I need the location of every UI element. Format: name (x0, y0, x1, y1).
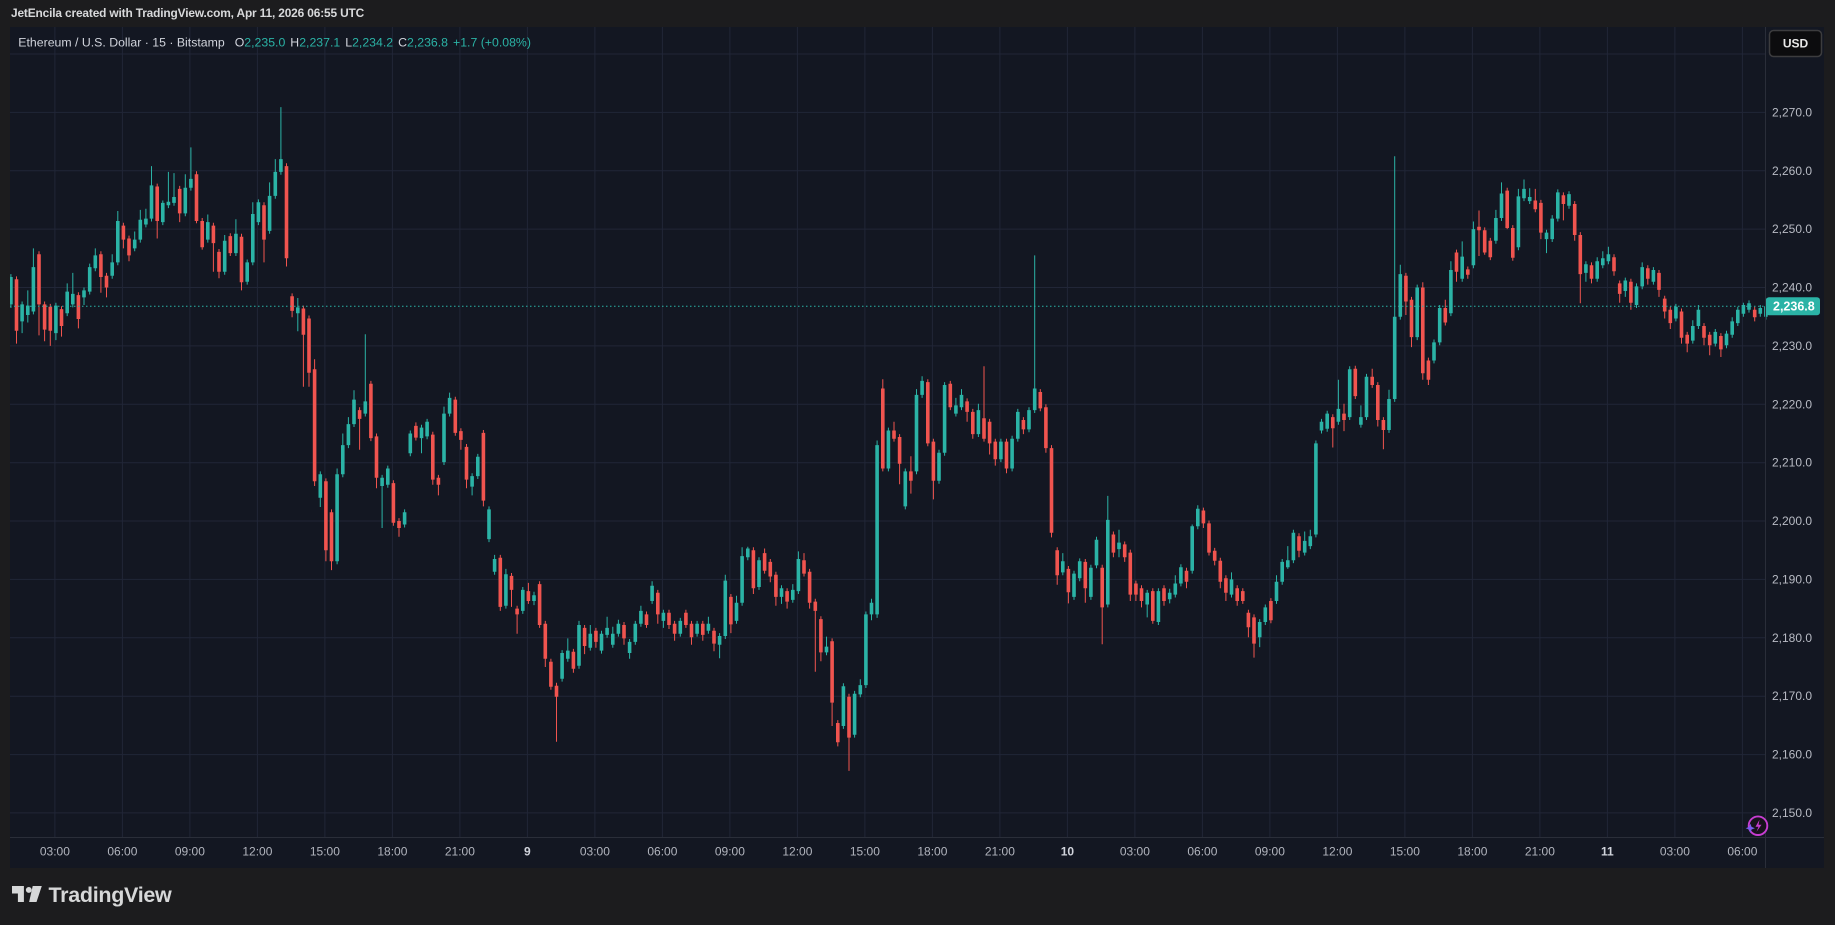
svg-text:2,270.0: 2,270.0 (1772, 105, 1812, 119)
svg-text:TradingView: TradingView (49, 886, 173, 907)
svg-text:2,240.0: 2,240.0 (1772, 281, 1812, 295)
svg-text:06:00: 06:00 (647, 845, 677, 859)
svg-text:2,190.0: 2,190.0 (1772, 572, 1812, 586)
svg-text:USD: USD (1783, 37, 1809, 51)
svg-text:06:00: 06:00 (1187, 845, 1217, 859)
svg-text:18:00: 18:00 (377, 845, 407, 859)
svg-text:2,260.0: 2,260.0 (1772, 164, 1812, 178)
svg-text:03:00: 03:00 (40, 845, 70, 859)
svg-text:03:00: 03:00 (580, 845, 610, 859)
svg-text:2,230.0: 2,230.0 (1772, 339, 1812, 353)
svg-text:09:00: 09:00 (715, 845, 745, 859)
svg-text:21:00: 21:00 (985, 845, 1015, 859)
svg-text:Ethereum / U.S. Dollar · 15 ·: Ethereum / U.S. Dollar · 15 · Bitstamp O2… (18, 36, 531, 50)
svg-text:03:00: 03:00 (1660, 845, 1690, 859)
svg-text:2,236.8: 2,236.8 (1773, 300, 1815, 314)
svg-text:2,200.0: 2,200.0 (1772, 514, 1812, 528)
svg-text:2,180.0: 2,180.0 (1772, 631, 1812, 645)
svg-text:12:00: 12:00 (242, 845, 272, 859)
svg-text:2,210.0: 2,210.0 (1772, 456, 1812, 470)
svg-text:11: 11 (1601, 845, 1614, 859)
svg-text:15:00: 15:00 (1390, 845, 1420, 859)
svg-text:2,150.0: 2,150.0 (1772, 806, 1812, 820)
svg-text:2,160.0: 2,160.0 (1772, 748, 1812, 762)
svg-text:15:00: 15:00 (850, 845, 880, 859)
svg-text:2,170.0: 2,170.0 (1772, 689, 1812, 703)
svg-text:09:00: 09:00 (1255, 845, 1285, 859)
svg-text:21:00: 21:00 (445, 845, 475, 859)
svg-text:2,220.0: 2,220.0 (1772, 397, 1812, 411)
svg-text:12:00: 12:00 (1322, 845, 1352, 859)
svg-text:10: 10 (1061, 845, 1075, 859)
svg-text:12:00: 12:00 (782, 845, 812, 859)
svg-text:21:00: 21:00 (1525, 845, 1555, 859)
svg-text:03:00: 03:00 (1120, 845, 1150, 859)
svg-text:06:00: 06:00 (1727, 845, 1757, 859)
svg-text:06:00: 06:00 (107, 845, 137, 859)
svg-text:9: 9 (524, 845, 531, 859)
svg-text:2,250.0: 2,250.0 (1772, 222, 1812, 236)
svg-text:18:00: 18:00 (917, 845, 947, 859)
svg-text:18:00: 18:00 (1457, 845, 1487, 859)
svg-text:09:00: 09:00 (175, 845, 205, 859)
svg-text:15:00: 15:00 (310, 845, 340, 859)
